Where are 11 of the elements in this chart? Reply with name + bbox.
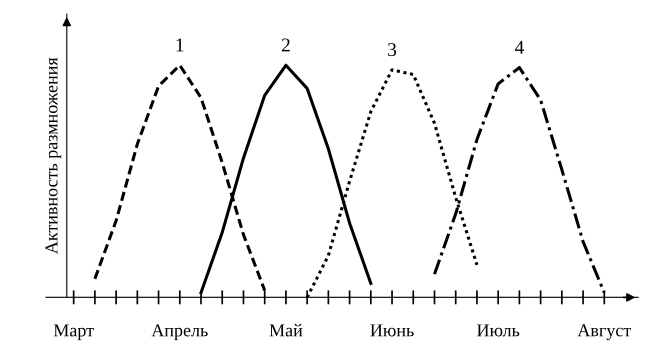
- series-label: 1: [176, 38, 184, 52]
- x-tick-label: Май: [270, 324, 302, 336]
- x-tick-label: Август: [578, 324, 631, 340]
- x-tick-label: Июль: [477, 324, 520, 336]
- x-tick-label: Март: [54, 324, 94, 340]
- series-label: 3: [388, 43, 396, 56]
- series-label: 2: [282, 38, 290, 52]
- x-tick-label: Апрель: [151, 324, 208, 340]
- series-label: 4: [514, 40, 524, 54]
- x-tick-label: Июнь: [370, 324, 414, 336]
- y-axis-title: Активность размножения: [45, 58, 62, 254]
